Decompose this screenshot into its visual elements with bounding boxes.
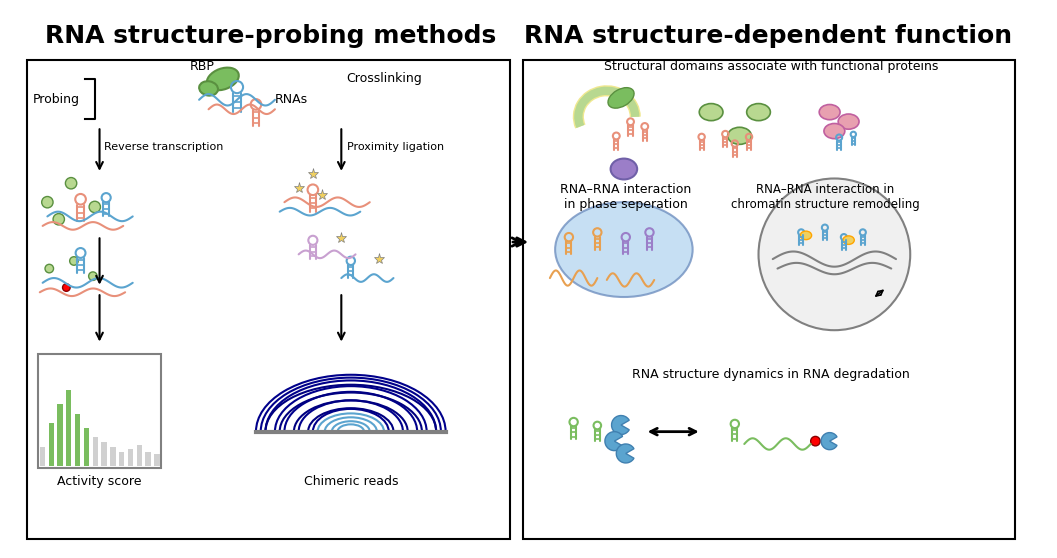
Bar xyxy=(26,60,511,539)
Circle shape xyxy=(66,177,77,189)
Text: Activity score: Activity score xyxy=(57,475,142,488)
Ellipse shape xyxy=(819,104,840,120)
Bar xyxy=(101,442,107,466)
Ellipse shape xyxy=(608,88,634,108)
Text: Proximity ligation: Proximity ligation xyxy=(347,142,444,152)
Bar xyxy=(57,404,62,466)
Bar xyxy=(84,428,89,466)
Ellipse shape xyxy=(700,104,723,121)
Ellipse shape xyxy=(800,231,812,239)
Wedge shape xyxy=(616,444,634,463)
Bar xyxy=(67,390,72,466)
Ellipse shape xyxy=(611,158,637,180)
Bar xyxy=(119,451,125,466)
Wedge shape xyxy=(612,416,629,435)
Text: RNA structure dynamics in RNA degradation: RNA structure dynamics in RNA degradatio… xyxy=(632,368,910,381)
Circle shape xyxy=(45,264,54,273)
Ellipse shape xyxy=(842,236,854,244)
Bar xyxy=(128,449,133,466)
Bar xyxy=(38,354,161,468)
Bar xyxy=(523,60,1015,539)
Ellipse shape xyxy=(727,127,752,145)
Bar xyxy=(40,447,45,466)
Text: RNA–RNA interaction
in phase seperation: RNA–RNA interaction in phase seperation xyxy=(560,183,691,211)
Text: Reverse transcription: Reverse transcription xyxy=(105,142,224,152)
Text: RNA structure-dependent function: RNA structure-dependent function xyxy=(524,24,1012,48)
Ellipse shape xyxy=(824,123,845,139)
Circle shape xyxy=(89,272,97,281)
Circle shape xyxy=(41,196,53,208)
Bar xyxy=(49,423,54,466)
Text: RNA–RNA interaction in
chromatin structure remodeling: RNA–RNA interaction in chromatin structu… xyxy=(730,183,920,211)
Ellipse shape xyxy=(207,68,239,90)
Circle shape xyxy=(70,257,78,265)
Bar xyxy=(93,437,98,466)
Bar xyxy=(110,447,115,466)
Circle shape xyxy=(89,201,100,213)
Text: RNA structure-probing methods: RNA structure-probing methods xyxy=(44,24,496,48)
Circle shape xyxy=(811,436,820,446)
Circle shape xyxy=(53,214,64,225)
Text: Crosslinking: Crosslinking xyxy=(346,73,422,85)
Circle shape xyxy=(62,283,70,291)
Ellipse shape xyxy=(199,81,218,95)
Ellipse shape xyxy=(838,114,859,129)
Text: Chimeric reads: Chimeric reads xyxy=(303,475,398,488)
Bar xyxy=(154,454,160,466)
Bar xyxy=(146,451,151,466)
Bar xyxy=(136,445,142,466)
Wedge shape xyxy=(821,432,837,450)
Bar xyxy=(75,413,80,466)
Text: RNAs: RNAs xyxy=(275,93,308,106)
Ellipse shape xyxy=(746,104,771,121)
Text: RBP: RBP xyxy=(189,60,215,73)
Ellipse shape xyxy=(555,202,692,297)
Text: Structural domains associate with functional proteins: Structural domains associate with functi… xyxy=(604,60,938,73)
Text: Probing: Probing xyxy=(33,93,80,106)
Circle shape xyxy=(759,179,910,330)
Wedge shape xyxy=(605,432,623,451)
